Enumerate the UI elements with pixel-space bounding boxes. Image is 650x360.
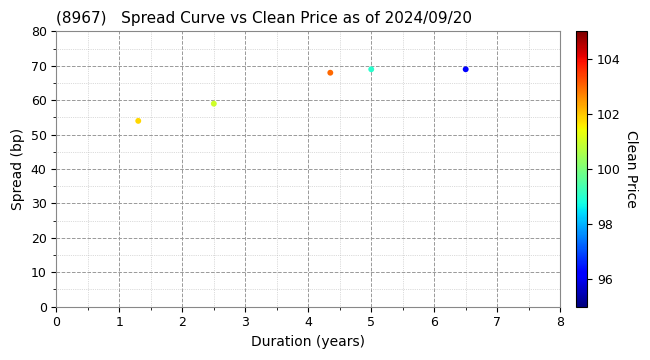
Point xyxy=(325,70,335,76)
Text: (8967)   Spread Curve vs Clean Price as of 2024/09/20: (8967) Spread Curve vs Clean Price as of… xyxy=(57,11,473,26)
Point xyxy=(460,66,471,72)
Y-axis label: Spread (bp): Spread (bp) xyxy=(11,128,25,210)
Point xyxy=(133,118,144,124)
X-axis label: Duration (years): Duration (years) xyxy=(252,335,365,349)
Y-axis label: Clean Price: Clean Price xyxy=(623,130,638,208)
Point xyxy=(209,101,219,107)
Point xyxy=(366,66,376,72)
